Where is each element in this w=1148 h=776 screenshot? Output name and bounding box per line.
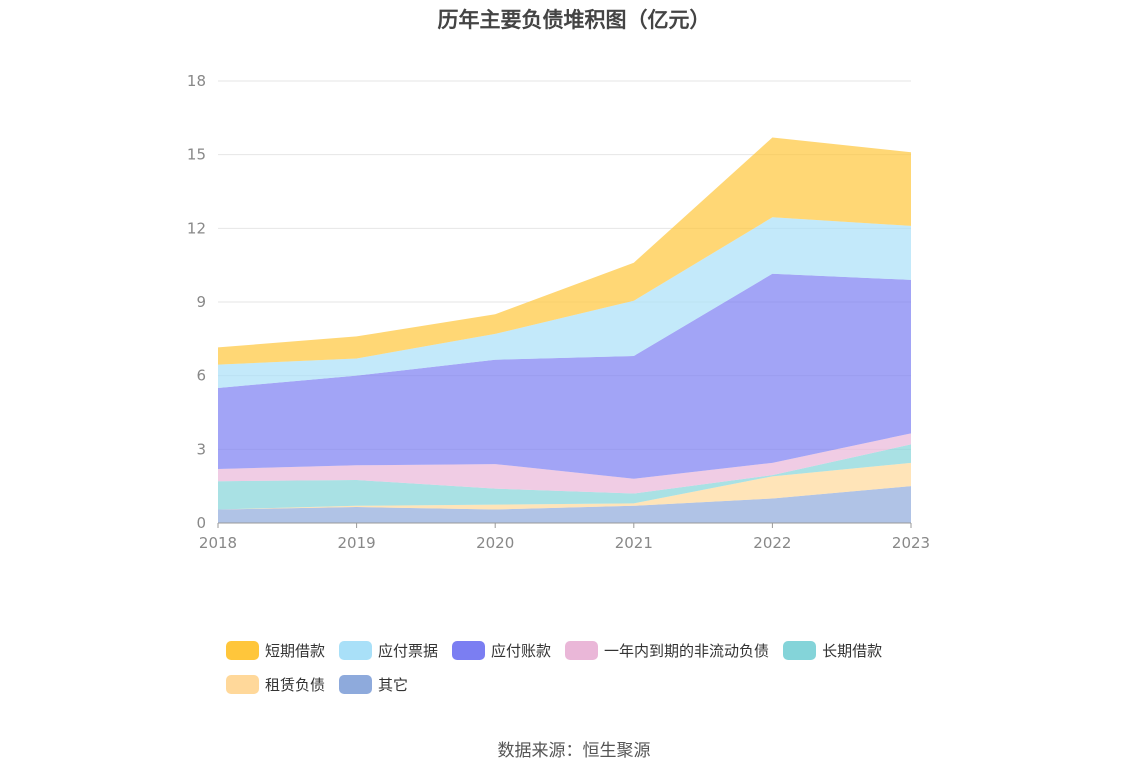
area-series-应付票据[interactable]	[218, 217, 911, 388]
area-series-其它[interactable]	[218, 486, 911, 523]
area-series-应付账款[interactable]	[218, 273, 911, 479]
x-tick-label: 2021	[615, 534, 653, 552]
legend-label: 租赁负债	[265, 675, 326, 694]
y-tick-label: 15	[187, 146, 206, 164]
area-series-长期借款[interactable]	[218, 444, 911, 510]
legend-swatch	[339, 674, 373, 694]
y-tick-label: 18	[187, 72, 206, 90]
legend-label: 应付票据	[378, 641, 439, 660]
x-tick-label: 2020	[476, 534, 514, 552]
legend-item-短期借款[interactable]: 短期借款	[226, 638, 325, 662]
y-tick-label: 6	[196, 367, 206, 385]
legend-item-应付票据[interactable]: 应付票据	[339, 638, 438, 662]
legend-item-一年内到期的非流动负债[interactable]: 一年内到期的非流动负债	[565, 638, 769, 662]
x-tick-label: 2018	[199, 534, 237, 552]
legend-label: 其它	[378, 675, 409, 694]
x-tick-label: 2023	[892, 534, 930, 552]
area-series-租赁负债[interactable]	[218, 462, 911, 510]
legend-item-长期借款[interactable]: 长期借款	[783, 638, 882, 662]
y-tick-label: 9	[196, 293, 206, 311]
data-source-note: 数据来源：恒生聚源	[497, 741, 651, 761]
x-tick-label: 2019	[338, 534, 376, 552]
legend-label: 短期借款	[265, 641, 326, 660]
chart-legend: 短期借款 应付票据 应付账款 一年内到期的非流动负债 长期借款租赁负债 其它	[226, 638, 946, 696]
legend-item-应付账款[interactable]: 应付账款	[452, 638, 551, 662]
legend-swatch	[339, 640, 373, 660]
legend-item-其它[interactable]: 其它	[339, 672, 408, 696]
legend-swatch	[783, 640, 817, 660]
y-tick-label: 0	[196, 514, 206, 532]
legend-label: 长期借款	[822, 641, 883, 660]
area-series-一年内到期的非流动负债[interactable]	[218, 433, 911, 494]
legend-swatch	[565, 640, 599, 660]
legend-swatch	[452, 640, 486, 660]
y-tick-label: 3	[196, 440, 206, 458]
legend-swatch	[226, 674, 259, 694]
legend-label: 应付账款	[491, 641, 552, 660]
stacked-area-chart: 0 3 6 9 12 15 18 2018 2019 2020 2021 2022 2023	[187, 72, 930, 552]
area-series-短期借款[interactable]	[218, 137, 911, 365]
chart-title: 历年主要负债堆积图（亿元）	[437, 8, 711, 32]
x-tick-label: 2022	[753, 534, 791, 552]
legend-item-租赁负债[interactable]: 租赁负债	[226, 672, 325, 696]
legend-swatch	[226, 640, 259, 660]
y-tick-label: 12	[187, 219, 206, 237]
legend-label: 一年内到期的非流动负债	[604, 641, 770, 660]
